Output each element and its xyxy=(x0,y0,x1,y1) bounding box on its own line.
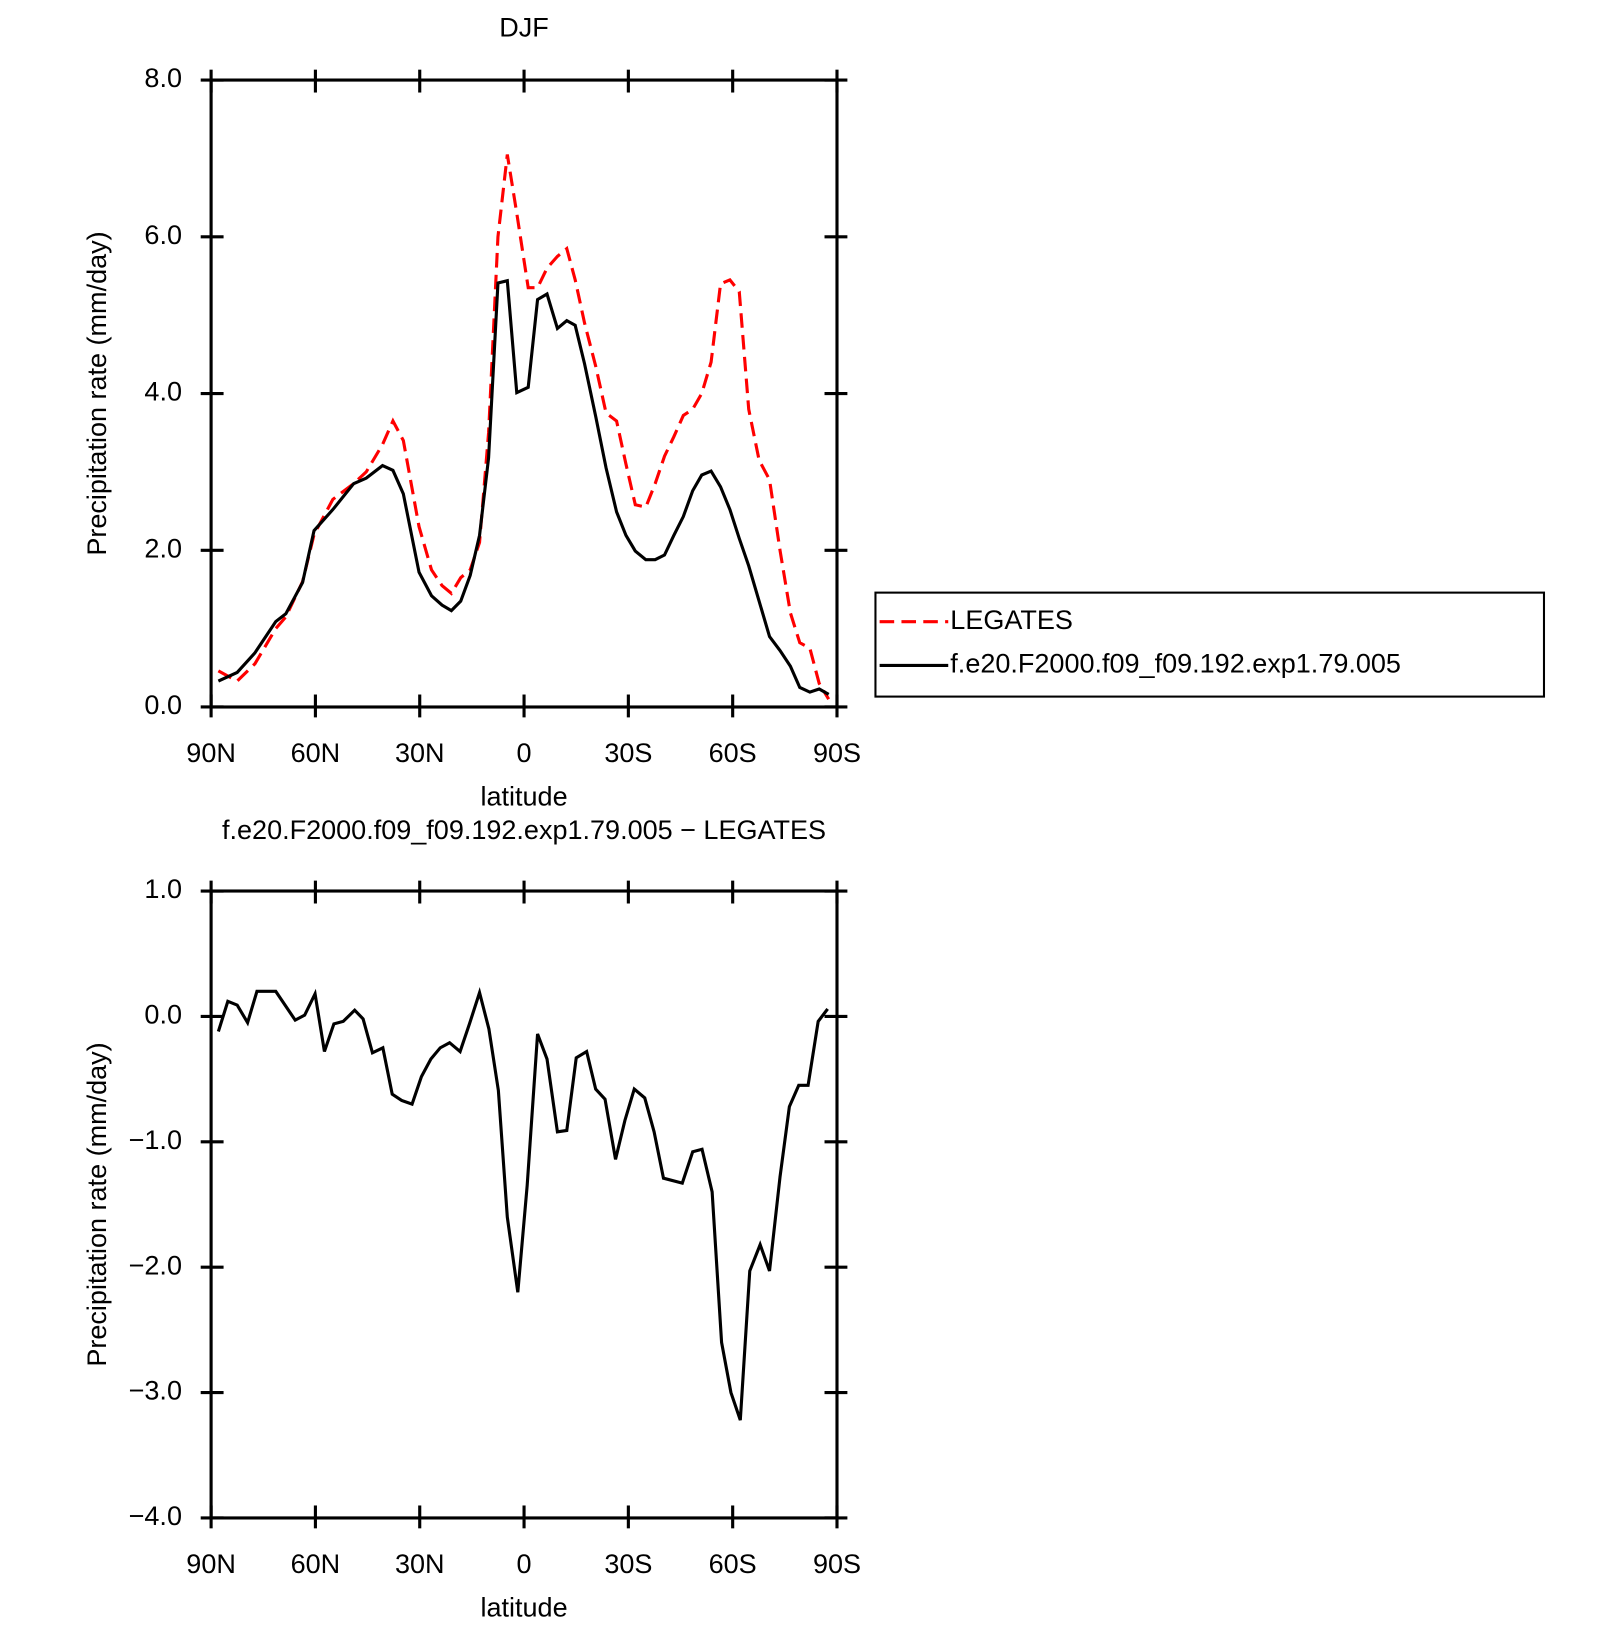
plot-frame xyxy=(209,78,839,709)
chart-title: f.e20.F2000.f09_f09.192.exp1.79.005 − LE… xyxy=(222,815,826,845)
x-tick-label: 60N xyxy=(291,738,341,768)
x-tick-label: 60S xyxy=(709,1549,757,1579)
y-tick-label: −2.0 xyxy=(129,1250,182,1280)
y-tick-label: −3.0 xyxy=(129,1376,182,1406)
chart-title: DJF xyxy=(499,12,549,42)
y-tick-label: 1.0 xyxy=(144,874,182,904)
y-tick-label: 8.0 xyxy=(144,63,182,93)
x-tick-label: 90S xyxy=(813,1549,861,1579)
x-tick-label: 0 xyxy=(517,1549,532,1579)
x-tick-label: 90N xyxy=(186,738,236,768)
x-tick-label: 30S xyxy=(604,738,652,768)
y-axis-label: Precipitation rate (mm/day) xyxy=(82,231,112,555)
y-tick-label: 6.0 xyxy=(144,220,182,250)
data-line xyxy=(217,278,830,696)
y-tick-label: −1.0 xyxy=(129,1125,182,1155)
x-tick-label: 30N xyxy=(395,738,445,768)
x-tick-label: 30S xyxy=(604,1549,652,1579)
legend-label: f.e20.F2000.f09_f09.192.exp1.79.005 xyxy=(950,649,1401,679)
x-tick-label: 90N xyxy=(186,1549,236,1579)
legend-label: LEGATES xyxy=(950,605,1073,635)
x-tick-label: 60S xyxy=(709,738,757,768)
x-axis-label: latitude xyxy=(480,782,567,812)
y-axis-label: Precipitation rate (mm/day) xyxy=(82,1042,112,1366)
y-tick-label: 4.0 xyxy=(144,377,182,407)
y-tick-label: 0.0 xyxy=(144,1000,182,1030)
x-tick-label: 90S xyxy=(813,738,861,768)
x-tick-label: 0 xyxy=(517,738,532,768)
data-line xyxy=(216,986,829,1421)
y-tick-label: 0.0 xyxy=(144,690,182,720)
x-tick-label: 60N xyxy=(291,1549,341,1579)
x-tick-label: 30N xyxy=(395,1549,445,1579)
data-line xyxy=(217,154,831,700)
y-tick-label: −4.0 xyxy=(129,1501,182,1531)
legend-box xyxy=(874,591,1546,698)
x-axis-label: latitude xyxy=(480,1593,567,1623)
y-tick-label: 2.0 xyxy=(144,533,182,563)
